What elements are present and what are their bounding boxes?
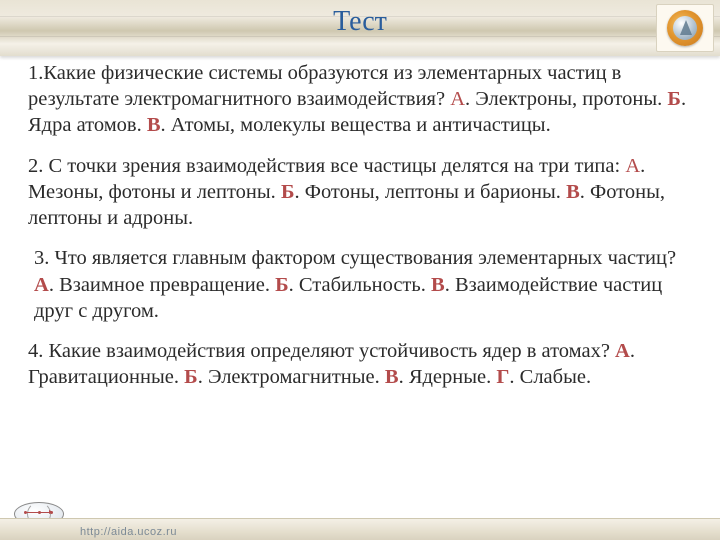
question-4-opt-b: Электромагнитные. xyxy=(208,366,385,388)
question-4-sep-c: . xyxy=(399,366,409,388)
question-4-label-d: Г xyxy=(496,366,509,388)
question-1-opt-a: Электроны, протоны. xyxy=(475,88,667,110)
content-area: 1.Какие физические системы образуются из… xyxy=(28,60,692,405)
question-4-opt-a: Гравитационные. xyxy=(28,366,184,388)
question-3-label-c: В xyxy=(431,274,445,296)
question-1-label-b: Б xyxy=(667,88,681,110)
question-2-label-c: В xyxy=(566,181,580,203)
question-1: 1.Какие физические системы образуются из… xyxy=(28,60,692,139)
question-1-sep-c: . xyxy=(161,114,171,136)
question-4-opt-c: Ядерные. xyxy=(409,366,497,388)
question-2-sep-a: . xyxy=(640,155,645,177)
question-2-sep-c: . xyxy=(580,181,590,203)
question-4-label-b: Б xyxy=(184,366,198,388)
question-3-sep-c: . xyxy=(445,274,455,296)
question-4-opt-d: Слабые. xyxy=(520,366,591,388)
question-4-sep-b: . xyxy=(198,366,208,388)
question-2: 2. С точки зрения взаимодействия все час… xyxy=(28,153,692,232)
question-2-opt-b: Фотоны, лептоны и барионы. xyxy=(305,181,566,203)
question-1-opt-c: Атомы, молекулы вещества и античастицы. xyxy=(171,114,551,136)
question-4-sep-a: . xyxy=(630,340,635,362)
question-1-label-c: В xyxy=(147,114,161,136)
question-3-sep-b: . xyxy=(289,274,299,296)
question-3-sep-a: . xyxy=(49,274,59,296)
question-2-label-a: А xyxy=(625,155,640,177)
question-1-opt-b: Ядра атомов. xyxy=(28,114,147,136)
question-2-lead: 2. С точки зрения взаимодействия все час… xyxy=(28,155,625,177)
globe-arrow xyxy=(26,512,52,513)
question-3-opt-a: Взаимное превращение. xyxy=(59,274,275,296)
question-4-lead: 4. Какие взаимодействия определяют устой… xyxy=(28,340,615,362)
question-3-label-b: Б xyxy=(275,274,289,296)
question-3: 3. Что является главным фактором существ… xyxy=(28,245,692,324)
question-3-lead: 3. Что является главным фактором существ… xyxy=(34,247,676,269)
corner-logo xyxy=(656,4,714,52)
logo-orb-outer xyxy=(667,10,703,46)
question-3-opt-b: Стабильность. xyxy=(299,274,431,296)
question-1-label-a: А xyxy=(450,88,465,110)
question-1-sep-b: . xyxy=(681,88,686,110)
question-4-label-a: А xyxy=(615,340,630,362)
question-4-label-c: В xyxy=(385,366,399,388)
question-3-label-a: А xyxy=(34,274,49,296)
page-title: Тест xyxy=(0,6,720,38)
question-1-sep-a: . xyxy=(465,88,475,110)
question-4-sep-d: . xyxy=(509,366,519,388)
logo-triangle xyxy=(680,20,692,35)
question-2-label-b: Б xyxy=(281,181,295,203)
footer-url: http://aida.ucoz.ru xyxy=(80,526,177,538)
question-2-sep-b: . xyxy=(295,181,305,203)
question-4: 4. Какие взаимодействия определяют устой… xyxy=(28,338,692,390)
question-2-opt-a: Мезоны, фотоны и лептоны. xyxy=(28,181,281,203)
